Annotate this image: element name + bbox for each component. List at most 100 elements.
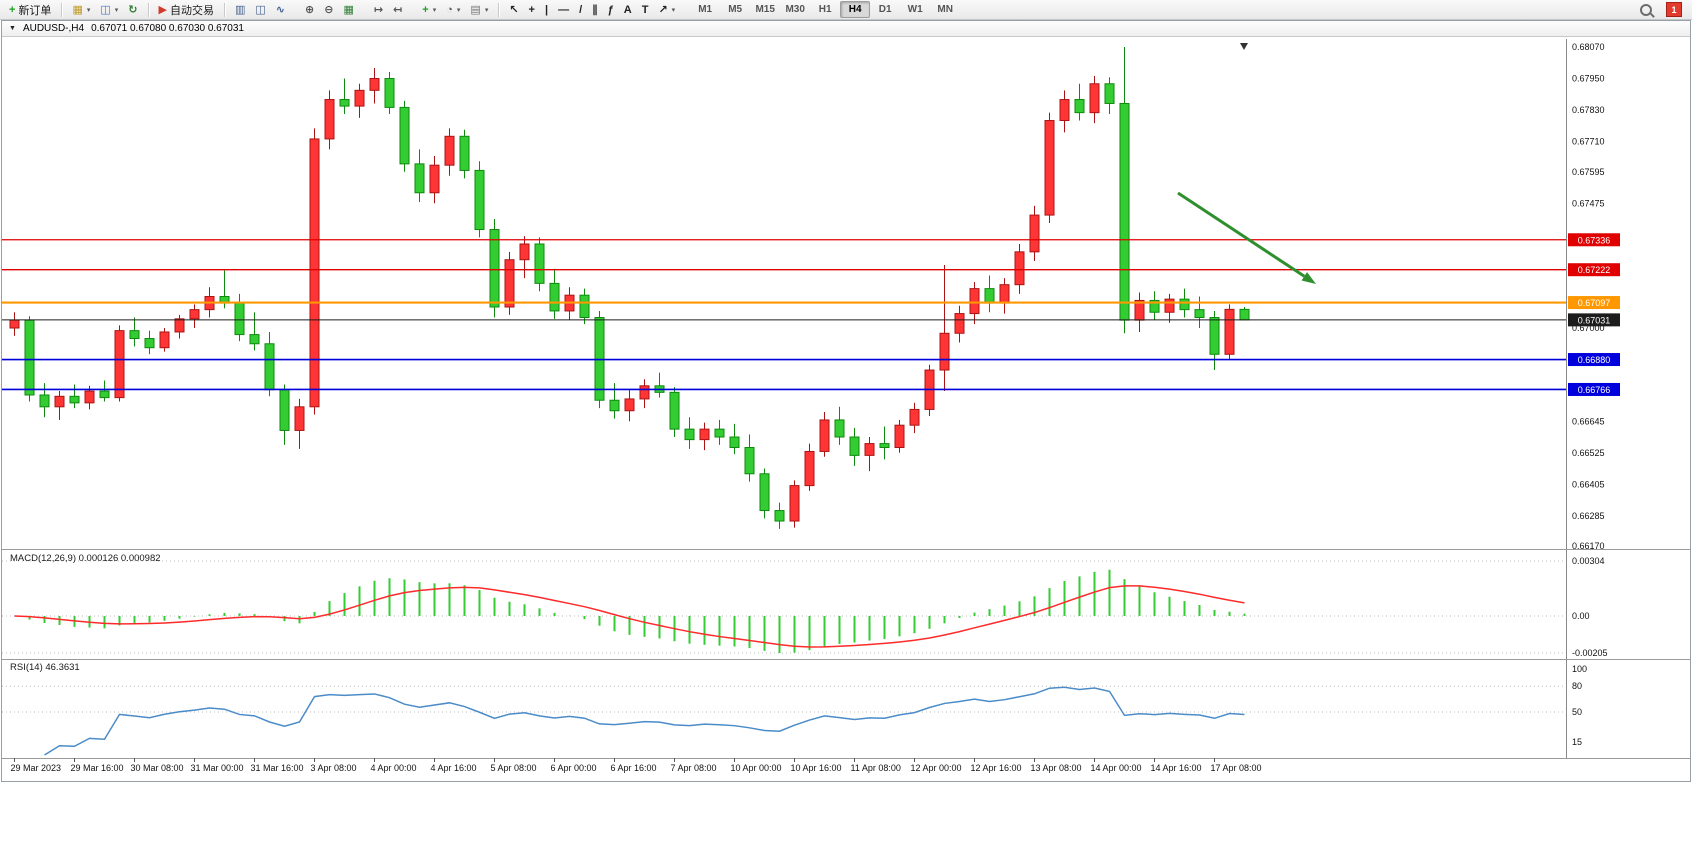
- dropdown-arrow-icon: ▾: [114, 6, 119, 14]
- indicators-button[interactable]: + ▾: [417, 0, 441, 20]
- indicators-icon: +: [422, 3, 429, 16]
- time-axis-label: 29 Mar 16:00: [71, 763, 124, 773]
- new-order-button[interactable]: + 新订单: [4, 0, 56, 20]
- price-axis-label: 0.67000: [1572, 323, 1605, 333]
- candle-down: [399, 106, 410, 165]
- price-axis-label: 0.66405: [1572, 479, 1605, 489]
- trendline-icon: /: [579, 3, 583, 16]
- fibonacci-button[interactable]: ƒ: [603, 0, 619, 20]
- refresh-button[interactable]: ↻: [123, 0, 142, 20]
- trend-arrow-annotation[interactable]: [1177, 191, 1306, 278]
- candle-up: [9, 319, 20, 329]
- price-badge: [1568, 313, 1620, 327]
- candle-down: [834, 419, 845, 438]
- timeframe-button-h1[interactable]: H1: [818, 4, 832, 15]
- time-axis-label: 29 Mar 2023: [11, 763, 62, 773]
- cursor-button[interactable]: ↖: [504, 0, 523, 20]
- zoom-in-button[interactable]: ⊕: [300, 0, 319, 20]
- macd-axis-label: 0.00304: [1572, 556, 1605, 566]
- candle-down: [849, 436, 860, 456]
- bar-chart-button[interactable]: ▥: [230, 0, 250, 20]
- time-axis-label: 7 Apr 08:00: [671, 763, 717, 773]
- candle-down: [534, 243, 545, 284]
- candle-down: [669, 391, 680, 430]
- search-icon[interactable]: [1640, 3, 1652, 16]
- candle-down: [414, 163, 425, 194]
- timeframe-button-m1[interactable]: M1: [698, 4, 713, 15]
- main-toolbar: + 新订单 ▦ ▾ ◫ ▾ ↻ ▶ 自动交易 ▥ ◫ ∿ ⊕ ⊖ ▦ ↦ ↤ + ▾ ◔ ▾ ▤ ▾ ↖ + | ― / ∥ ƒ A T ↗ ▾ M…: [0, 0, 1692, 20]
- candle-down: [759, 473, 770, 512]
- candle-down: [1179, 298, 1190, 311]
- cursor-icon: ↖: [509, 3, 519, 16]
- zoom-out-button[interactable]: ⊖: [319, 0, 338, 20]
- time-axis-label: 31 Mar 16:00: [251, 763, 304, 773]
- channel-icon: ∥: [592, 3, 598, 16]
- timeframe-button-m5[interactable]: M5: [728, 4, 743, 15]
- candle-up: [699, 428, 710, 441]
- time-axis-label: 30 Mar 08:00: [131, 763, 184, 773]
- timeframe-button-m30[interactable]: M30: [785, 4, 805, 15]
- autotrading-button[interactable]: ▶ 自动交易: [154, 0, 219, 20]
- text-label-icon: T: [641, 3, 649, 16]
- toolbar-separator: [61, 2, 63, 17]
- time-axis-label: 4 Apr 00:00: [371, 763, 417, 773]
- candle-up: [429, 164, 440, 194]
- refresh-icon: ↻: [128, 3, 138, 16]
- profiles-button[interactable]: ◫ ▾: [95, 0, 123, 20]
- auto-scroll-button[interactable]: ↦: [369, 0, 388, 20]
- candle-up: [309, 138, 320, 408]
- channel-button[interactable]: ∥: [587, 0, 603, 20]
- candle-down: [1074, 99, 1085, 114]
- price-axis-label: 0.66525: [1572, 448, 1605, 458]
- new-chart-icon: ▦: [72, 3, 83, 16]
- timeframe-button-h4[interactable]: H4: [840, 1, 871, 18]
- candle-up: [909, 408, 920, 426]
- rsi-line: [44, 686, 1245, 756]
- candlestick-chart-button[interactable]: ◫: [250, 0, 270, 20]
- vertical-line-button[interactable]: |: [540, 0, 553, 20]
- line-chart-button[interactable]: ∿: [271, 0, 290, 20]
- window-menu-icon[interactable]: ▼: [9, 24, 16, 32]
- candle-down: [984, 288, 995, 304]
- toolbar-right: 1: [1640, 2, 1688, 17]
- trendline-button[interactable]: /: [574, 0, 587, 20]
- price-axis-label: 0.67830: [1572, 105, 1605, 115]
- chart-canvas[interactable]: 0.68070 0.67950 0.67830 0.67710 0.67595 0.674…: [2, 37, 1690, 781]
- line-chart-icon: ∿: [275, 3, 285, 16]
- time-axis-label: 14 Apr 00:00: [1091, 763, 1142, 773]
- price-axis-label: 0.66285: [1572, 511, 1605, 521]
- timeframe-button-d1[interactable]: D1: [878, 4, 892, 15]
- horizontal-line-button[interactable]: ―: [553, 0, 574, 20]
- candle-up: [324, 99, 335, 140]
- templates-icon: ▤: [470, 3, 481, 16]
- timeframe-button-w1[interactable]: W1: [907, 4, 923, 15]
- candle-down: [249, 334, 260, 345]
- time-axis-label: 14 Apr 16:00: [1151, 763, 1202, 773]
- chart-shift-button[interactable]: ↤: [388, 0, 407, 20]
- notification-badge[interactable]: 1: [1666, 2, 1682, 17]
- text-button[interactable]: A: [619, 0, 637, 20]
- chart-shift-marker[interactable]: [1240, 43, 1248, 50]
- price-badge-label: 0.67222: [1578, 265, 1611, 275]
- candle-down: [549, 282, 560, 312]
- dropdown-arrow-icon: ▾: [484, 6, 489, 14]
- arrows-tool-button[interactable]: ↗ ▾: [653, 0, 680, 20]
- candle-up: [624, 398, 635, 412]
- text-label-button[interactable]: T: [637, 0, 654, 20]
- crosshair-button[interactable]: +: [524, 0, 540, 20]
- periods-button[interactable]: ◔ ▾: [441, 0, 465, 20]
- timeframe-button-mn[interactable]: MN: [937, 4, 953, 15]
- candle-up: [159, 331, 170, 349]
- tile-windows-button[interactable]: ▦: [338, 0, 358, 20]
- auto-scroll-icon: ↦: [373, 3, 384, 16]
- candlestick-chart-icon: ◫: [255, 3, 266, 16]
- candle-up: [1044, 120, 1055, 216]
- new-chart-button[interactable]: ▦ ▾: [67, 0, 95, 20]
- candle-down: [489, 229, 500, 308]
- candle-up: [519, 243, 530, 261]
- trend-arrow-head[interactable]: [1301, 272, 1316, 284]
- templates-button[interactable]: ▤ ▾: [465, 0, 493, 20]
- price-badge-label: 0.67336: [1578, 235, 1611, 245]
- timeframe-button-m15[interactable]: M15: [755, 4, 775, 15]
- candle-up: [1164, 298, 1175, 313]
